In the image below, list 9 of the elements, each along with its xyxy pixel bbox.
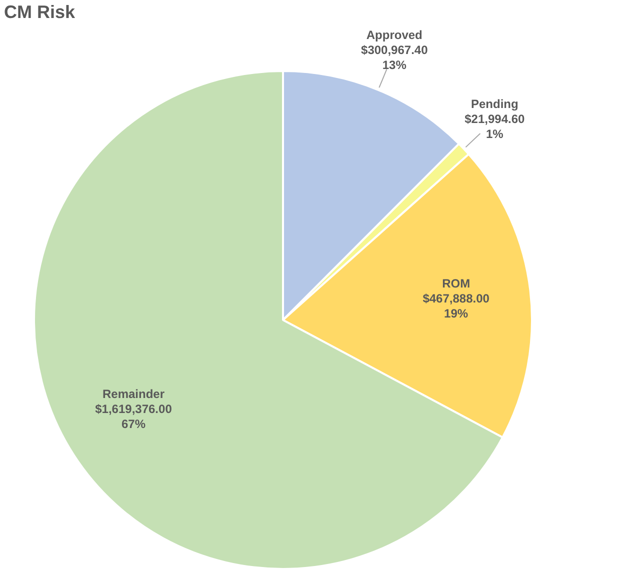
data-label: $1,619,376.00 67% bbox=[95, 402, 172, 431]
slice-label: Pending bbox=[470, 97, 518, 112]
slice-label: ROM bbox=[442, 276, 470, 291]
data-label: $467,888.00 19% bbox=[422, 292, 490, 321]
chart-title: CM Risk bbox=[4, 2, 76, 22]
data-label: $21,994.60 1% bbox=[464, 112, 526, 142]
data-label: $300,967.40 13% bbox=[361, 43, 428, 72]
slice-label: Remainder bbox=[102, 386, 165, 401]
slice-label: Approved bbox=[366, 28, 422, 42]
